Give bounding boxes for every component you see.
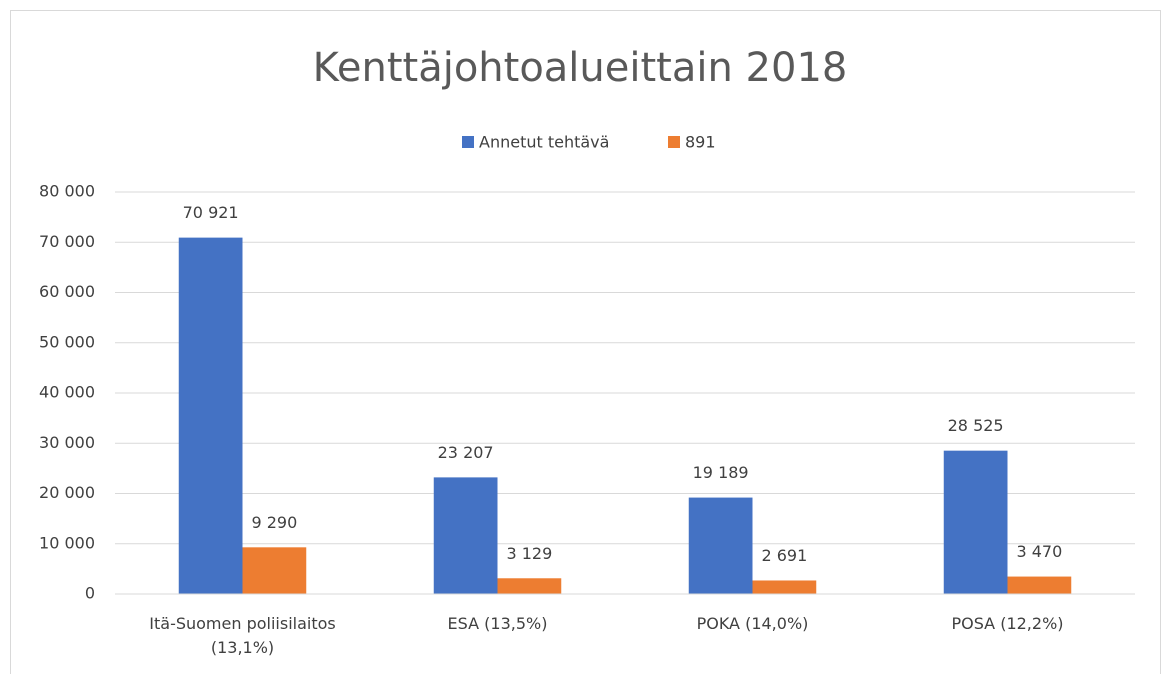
data-label: 19 189 — [693, 463, 749, 482]
data-label: 3 470 — [1016, 542, 1062, 561]
bar — [752, 580, 817, 594]
chart-title: Kenttäjohtoalueittain 2018 — [313, 45, 848, 91]
legend-label: Annetut tehtävä — [479, 133, 609, 152]
data-label: 23 207 — [438, 443, 494, 462]
y-tick-label: 50 000 — [39, 332, 95, 351]
data-label: 9 290 — [251, 513, 297, 532]
legend-label: 891 — [685, 133, 716, 152]
bar — [178, 237, 243, 594]
legend-swatch — [462, 136, 474, 148]
y-tick-label: 0 — [85, 584, 95, 603]
x-tick-label: POSA (12,2%) — [951, 614, 1064, 633]
y-tick-label: 40 000 — [39, 383, 95, 402]
y-tick-label: 10 000 — [39, 533, 95, 552]
y-tick-label: 30 000 — [39, 433, 95, 452]
bar — [943, 450, 1008, 594]
x-tick-label: POKA (14,0%) — [696, 614, 809, 633]
x-tick-label: Itä-Suomen poliisilaitos (13,1%) — [149, 614, 336, 657]
bar — [433, 477, 498, 594]
data-label: 28 525 — [948, 416, 1004, 435]
y-tick-label: 20 000 — [39, 483, 95, 502]
x-tick-label: ESA (13,5%) — [447, 614, 548, 633]
bar — [497, 578, 562, 594]
y-tick-label: 80 000 — [39, 182, 95, 201]
data-label: 3 129 — [506, 544, 552, 563]
data-label: 70 921 — [183, 203, 239, 222]
y-tick-label: 70 000 — [39, 232, 95, 251]
bar — [242, 547, 307, 594]
bar — [1007, 576, 1072, 594]
y-tick-label: 60 000 — [39, 282, 95, 301]
bar — [688, 497, 753, 594]
legend-swatch — [668, 136, 680, 148]
data-label: 2 691 — [761, 546, 807, 565]
